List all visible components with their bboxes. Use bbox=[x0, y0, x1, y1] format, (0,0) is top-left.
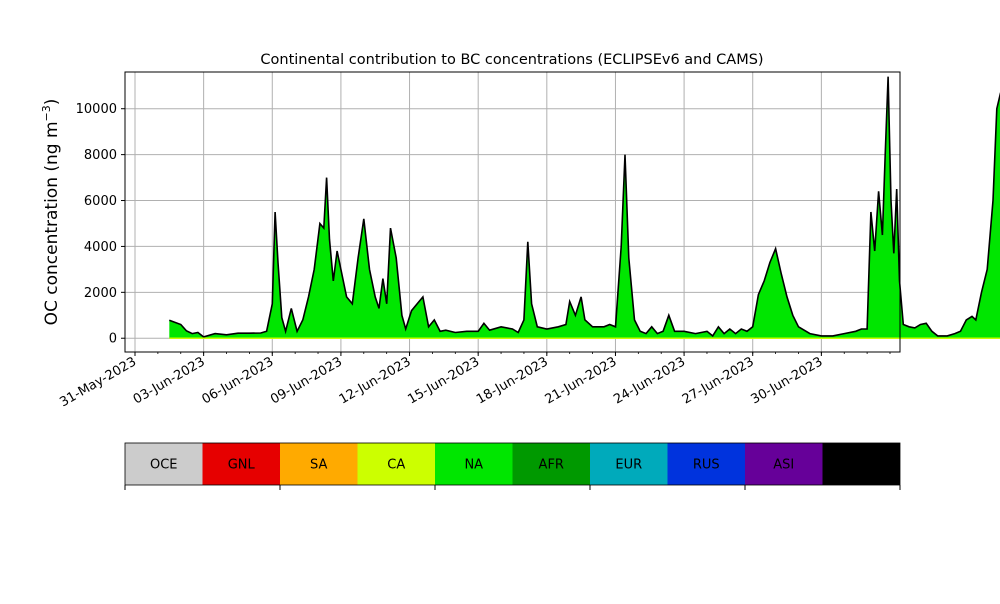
legend-label-oce: OCE bbox=[150, 458, 178, 473]
chart-title: Continental contribution to BC concentra… bbox=[260, 52, 763, 68]
legend-swatch-afr bbox=[512, 443, 590, 485]
legend-label-sa: SA bbox=[310, 458, 327, 473]
total-line bbox=[169, 76, 1000, 338]
legend-frame bbox=[124, 442, 901, 486]
y-tick-label: 10000 bbox=[76, 102, 117, 117]
x-tick-label: 09-Jun-2023 bbox=[268, 354, 345, 407]
legend-label-asi: ASI bbox=[773, 458, 794, 473]
legend-swatch-rus bbox=[667, 443, 745, 485]
legend-swatch-eur bbox=[590, 443, 668, 485]
y-axis-label: OC concentration (ng m−3) bbox=[40, 99, 62, 326]
y-tick-label: 8000 bbox=[84, 148, 117, 163]
legend-label-na: NA bbox=[464, 458, 483, 473]
y-tick-label: 0 bbox=[109, 332, 117, 347]
legend-swatch-oce bbox=[125, 443, 203, 485]
legend-swatch-aus bbox=[822, 443, 900, 485]
x-tick-label: 21-Jun-2023 bbox=[543, 354, 620, 407]
x-tick-label: 15-Jun-2023 bbox=[405, 354, 482, 407]
x-tick-label: 12-Jun-2023 bbox=[337, 354, 414, 407]
x-tick-label: 31-May-2023 bbox=[57, 354, 139, 410]
plot-frame bbox=[124, 71, 901, 353]
legend-label-afr: AFR bbox=[539, 458, 564, 473]
x-tick-label: 24-Jun-2023 bbox=[611, 354, 688, 407]
legend-label-ca: CA bbox=[387, 458, 405, 473]
legend-swatch-sa bbox=[280, 443, 358, 485]
legend-label-gnl: GNL bbox=[228, 458, 256, 473]
x-axis: 31-May-202303-Jun-202306-Jun-202309-Jun-… bbox=[57, 352, 891, 410]
legend-colorbar: OCE GNL SA CA NA AFR EUR RUS ASI AUS bbox=[124, 442, 901, 490]
legend-swatch-ca bbox=[357, 443, 435, 485]
legend-swatch-na bbox=[435, 443, 513, 485]
series-area-layer bbox=[169, 76, 1000, 339]
x-tick-label: 27-Jun-2023 bbox=[680, 354, 757, 407]
x-tick-label: 06-Jun-2023 bbox=[199, 354, 276, 407]
legend-swatch-gnl bbox=[202, 443, 280, 485]
area-series-na bbox=[169, 76, 1000, 339]
y-tick-label: 2000 bbox=[84, 286, 117, 301]
x-tick-label: 30-Jun-2023 bbox=[749, 354, 826, 407]
x-tick-label: 03-Jun-2023 bbox=[131, 354, 208, 407]
legend-swatch-asi bbox=[745, 443, 823, 485]
legend-label-eur: EUR bbox=[615, 458, 642, 473]
legend-label-aus: AUS bbox=[848, 458, 875, 473]
y-tick-label: 6000 bbox=[84, 194, 117, 209]
y-tick-label: 4000 bbox=[84, 240, 117, 255]
x-tick-label: 18-Jun-2023 bbox=[474, 354, 551, 407]
grid-lines bbox=[125, 72, 900, 352]
legend-label-rus: RUS bbox=[693, 458, 720, 473]
y-axis: 0 2000 4000 6000 8000 10000 bbox=[76, 102, 125, 347]
